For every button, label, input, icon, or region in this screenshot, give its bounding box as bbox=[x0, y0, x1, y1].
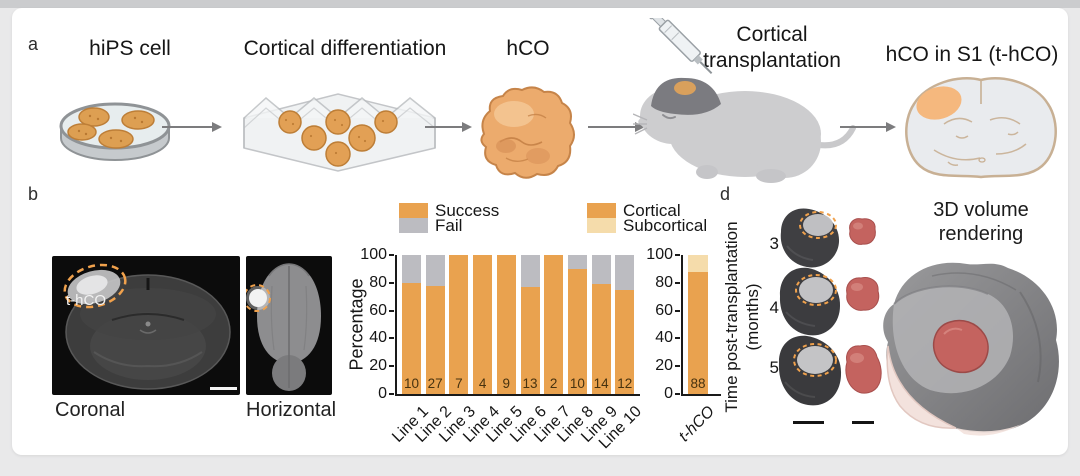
brain-slice-illustration bbox=[905, 77, 1057, 179]
top-strip bbox=[0, 0, 1080, 8]
t-hco-annotation: t-hCO bbox=[66, 292, 107, 309]
legend-success-fail: Success Fail bbox=[399, 201, 500, 235]
step-title-cortical-transplantation: Cortical transplantation bbox=[662, 22, 882, 74]
mouse-transplantation-illustration bbox=[633, 18, 856, 183]
workflow-arrow-2 bbox=[425, 122, 472, 132]
workflow-arrow-3 bbox=[588, 122, 645, 132]
coronal-caption: Coronal bbox=[55, 399, 126, 421]
legend-cortical-subcortical: Cortical Subcortical bbox=[587, 201, 708, 235]
cortical-label: Cortical bbox=[623, 201, 681, 220]
mri-timecourse-thumbnails bbox=[778, 208, 842, 406]
segmentation-scale-bar bbox=[852, 421, 874, 424]
cortical-swatch bbox=[587, 203, 616, 218]
percentage-axis-label: Percentage bbox=[346, 278, 367, 371]
coronal-mri-image bbox=[52, 256, 240, 395]
panel-a-label: a bbox=[28, 34, 39, 54]
hco-organoid-illustration bbox=[480, 86, 575, 179]
thumbnail-scale-bar bbox=[793, 421, 824, 424]
graft-volume-segmentations bbox=[845, 218, 882, 394]
step-title-line1: Cortical bbox=[736, 23, 808, 46]
step-title-hco: hCO bbox=[506, 37, 550, 60]
workflow-arrow-4 bbox=[840, 122, 896, 132]
mri-scale-bar bbox=[210, 387, 237, 390]
subcortical-swatch bbox=[587, 218, 616, 233]
time-post-transplantation-axis-label: Time post-transplantation (months) bbox=[721, 187, 763, 447]
subcortical-label: Subcortical bbox=[623, 216, 708, 235]
fail-swatch bbox=[399, 218, 428, 233]
workflow-arrow-1 bbox=[162, 122, 222, 132]
success-label: Success bbox=[435, 201, 500, 220]
microwell-tray-illustration bbox=[243, 93, 436, 172]
step-title-line2: transplantation bbox=[703, 49, 841, 72]
panel-b-label: b bbox=[28, 184, 39, 204]
rendering-title-line2: rendering bbox=[938, 223, 1024, 245]
step-title-hco-in-s1: hCO in S1 (t-hCO) bbox=[885, 43, 1059, 66]
legend-row-fail: Fail bbox=[399, 216, 499, 235]
3d-volume-rendering bbox=[883, 262, 1059, 436]
step-title-hips-cell: hiPS cell bbox=[89, 37, 171, 60]
axis-label-line1: Time post-transplantation bbox=[722, 221, 741, 413]
legend-row-subcortical: Subcortical bbox=[587, 216, 708, 235]
axis-label-line2: (months) bbox=[743, 283, 762, 351]
legend-row-success: Success bbox=[399, 201, 500, 220]
rendering-title: 3D volume rendering bbox=[900, 198, 1062, 246]
panel-d-label: d bbox=[720, 184, 731, 204]
legend-row-cortical: Cortical bbox=[587, 201, 707, 220]
fail-label: Fail bbox=[435, 216, 463, 235]
horizontal-caption: Horizontal bbox=[246, 399, 337, 421]
horizontal-mri-image bbox=[246, 256, 332, 395]
success-swatch bbox=[399, 203, 428, 218]
petri-dish-illustration bbox=[59, 102, 171, 161]
rendering-title-line1: 3D volume bbox=[933, 199, 1029, 221]
step-title-cortical-differentiation: Cortical differentiation bbox=[243, 37, 447, 60]
